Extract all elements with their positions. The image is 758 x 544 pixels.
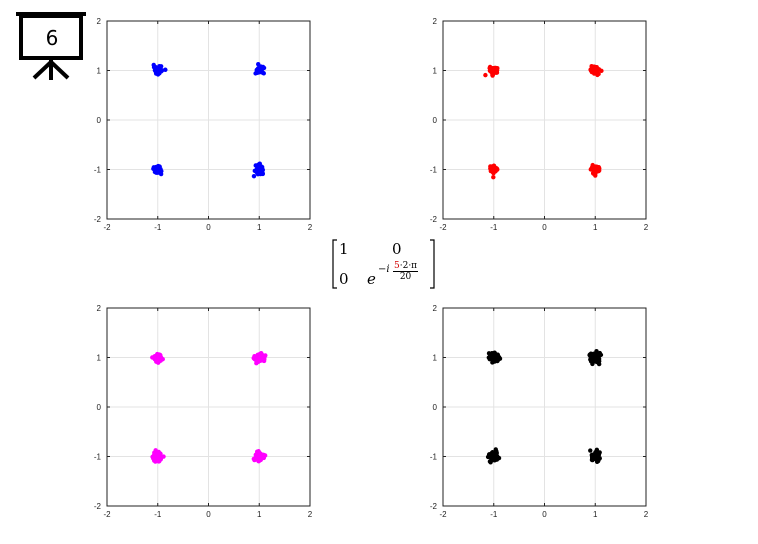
x-tick-label: -2: [103, 510, 111, 519]
phase-matrix: 1 0 0 e −i 5·2·π 20: [330, 238, 438, 290]
scatter-point: [153, 67, 158, 73]
y-tick-label: -2: [94, 502, 102, 511]
scatter-point: [263, 353, 268, 358]
x-tick-label: 2: [308, 510, 313, 519]
scatter-point: [594, 348, 599, 354]
scatter-point: [592, 355, 597, 361]
scatter-point: [490, 70, 495, 76]
scatter-point: [257, 456, 262, 462]
y-tick-label: -1: [94, 453, 102, 462]
matrix-r1c2: 0: [392, 240, 402, 258]
x-tick-label: 1: [593, 510, 598, 519]
scatter-point: [156, 65, 162, 70]
x-tick-label: -1: [154, 510, 162, 519]
x-tick-label: 1: [257, 223, 262, 232]
scatter-point: [596, 356, 602, 362]
scatter-point: [153, 453, 158, 458]
x-tick-label: 2: [644, 223, 649, 232]
scatter-point: [151, 62, 156, 68]
scatter-point: [488, 451, 494, 456]
scatter-point: [489, 356, 494, 362]
x-tick-label: 0: [542, 223, 547, 232]
scatter-point: [152, 457, 158, 462]
matrix-exponent-prefix: −i: [378, 264, 390, 275]
matrix-base: e: [367, 270, 376, 288]
y-tick-label: -2: [430, 215, 438, 224]
y-tick-label: 1: [433, 354, 438, 363]
x-tick-label: 0: [206, 223, 211, 232]
matrix-r1c1: 1: [339, 240, 349, 258]
scatter-point: [257, 67, 263, 72]
y-tick-label: -1: [94, 166, 102, 175]
matrix-r2c1: 0: [339, 270, 349, 288]
y-tick-label: 0: [433, 403, 438, 412]
scatter-point: [158, 171, 164, 177]
x-tick-label: 0: [542, 510, 547, 519]
x-tick-label: -2: [439, 223, 447, 232]
scatter-point: [588, 448, 593, 453]
scatter-plot-blue: -2 -1 0 1 2 -2 -1 0 1 2: [94, 17, 313, 232]
y-tick-label: -1: [430, 453, 438, 462]
x-tick-label: -1: [490, 223, 498, 232]
y-tick-label: 0: [97, 116, 102, 125]
scatter-point: [489, 169, 495, 174]
scatter-point: [599, 68, 604, 74]
scatter-point: [156, 457, 161, 462]
y-tick-label: 1: [97, 67, 102, 76]
presentation-board-icon: [16, 12, 86, 80]
slide-number: 6: [45, 26, 59, 50]
scatter-point: [255, 167, 260, 173]
scatter-point: [258, 452, 263, 458]
scatter-point: [596, 71, 601, 77]
matrix-fraction: 5·2·π 20: [393, 261, 419, 282]
y-tick-label: 1: [433, 67, 438, 76]
x-tick-label: -2: [439, 510, 447, 519]
y-tick-label: 0: [97, 403, 102, 412]
x-tick-label: 1: [593, 223, 598, 232]
x-tick-label: 0: [206, 510, 211, 519]
scatter-point: [157, 70, 162, 76]
y-tick-label: -2: [430, 502, 438, 511]
y-tick-label: 2: [433, 304, 438, 313]
y-tick-label: 2: [433, 17, 438, 26]
scatter-point: [592, 453, 597, 459]
y-tick-label: -2: [94, 215, 102, 224]
scatter-plot-magenta: -2 -1 0 1 2 -2 -1 0 1 2: [94, 304, 313, 519]
scatter-point: [591, 65, 596, 71]
scatter-point: [258, 164, 264, 169]
y-tick-label: 0: [433, 116, 438, 125]
fraction-denominator: 20: [399, 272, 412, 282]
y-tick-label: 2: [97, 17, 102, 26]
scatter-point: [483, 72, 488, 78]
x-tick-label: -1: [490, 510, 498, 519]
y-tick-label: -1: [430, 166, 438, 175]
fraction-numerator-rest: ·2·π: [399, 261, 418, 271]
scatter-point: [590, 166, 595, 172]
x-tick-label: 2: [644, 510, 649, 519]
scatter-point: [153, 357, 159, 362]
scatter-point: [251, 456, 257, 462]
y-tick-label: 2: [97, 304, 102, 313]
y-tick-label: 1: [97, 354, 102, 363]
scatter-point: [491, 175, 496, 180]
scatter-point: [251, 173, 257, 179]
scatter-point: [495, 357, 501, 362]
scatter-plot-black: -2 -1 0 1 2 -2 -1 0 1 2: [430, 304, 649, 519]
scatter-point: [156, 167, 162, 173]
matrix-brackets: [332, 239, 435, 289]
scatter-point: [493, 65, 499, 71]
x-tick-label: -2: [103, 223, 111, 232]
x-tick-label: -1: [154, 223, 162, 232]
scatter-point: [492, 457, 497, 463]
fraction-numerator-highlight: 5: [394, 261, 400, 271]
x-tick-label: 2: [308, 223, 313, 232]
scatter-point: [153, 71, 159, 76]
x-tick-label: 1: [257, 510, 262, 519]
scatter-plot-red: -2 -1 0 1 2 -2 -1 0 1 2: [430, 17, 649, 232]
scatter-point: [254, 354, 260, 359]
